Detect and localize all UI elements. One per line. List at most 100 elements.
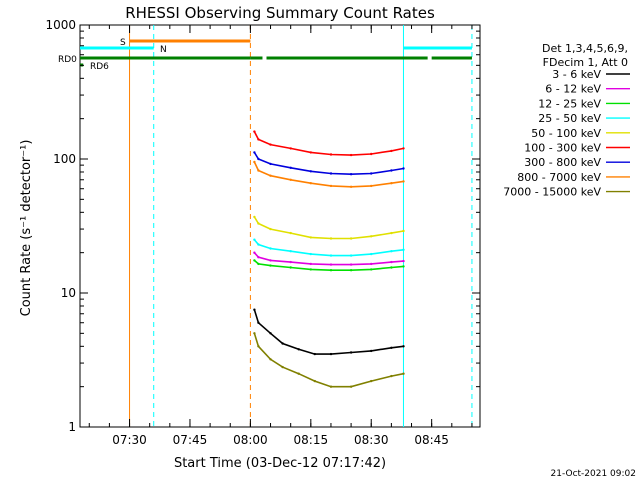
series-point-1-2 bbox=[269, 259, 272, 262]
state-bar-label-rd6: RD6 bbox=[90, 62, 109, 72]
series-point-8-6 bbox=[329, 385, 333, 388]
series-point-3-0 bbox=[253, 238, 256, 241]
y-tick-label: 1 bbox=[68, 420, 76, 434]
series-point-1-9 bbox=[402, 259, 405, 263]
axes: 1 10 100 1000 07:30 07:45 08:00 08:15 08:30 08:45 bbox=[45, 18, 480, 447]
series-point-7-2 bbox=[269, 174, 272, 177]
series-point-6-3 bbox=[289, 166, 292, 169]
series-point-4-9 bbox=[402, 229, 405, 233]
series-point-7-1 bbox=[257, 169, 260, 172]
x-tick-label: 08:30 bbox=[354, 433, 389, 447]
series-point-5-5 bbox=[329, 153, 333, 156]
series-point-1-0 bbox=[253, 251, 256, 254]
series-point-4-4 bbox=[309, 236, 312, 239]
series-point-1-7 bbox=[370, 262, 373, 266]
series-lines bbox=[253, 130, 405, 388]
series-line-8 bbox=[253, 333, 404, 388]
legend-label-4: 50 - 100 keV bbox=[531, 127, 601, 140]
state-bar-label-n: N bbox=[160, 45, 167, 55]
series-line-3 bbox=[253, 239, 404, 257]
series-point-0-5 bbox=[313, 352, 316, 356]
series-point-2-8 bbox=[390, 266, 393, 269]
series-point-1-1 bbox=[257, 256, 260, 259]
y-tick-label: 10 bbox=[61, 286, 76, 300]
series-line-5 bbox=[253, 131, 404, 156]
series-point-0-7 bbox=[349, 351, 353, 354]
x-tick-label: 08:15 bbox=[294, 433, 329, 447]
series-point-8-3 bbox=[281, 365, 284, 369]
series-point-8-10 bbox=[402, 372, 405, 375]
series-point-0-4 bbox=[297, 348, 300, 351]
series-point-1-6 bbox=[349, 263, 353, 266]
series-point-2-9 bbox=[402, 265, 405, 268]
x-tick-label: 07:45 bbox=[173, 433, 208, 447]
legend: Det 1,3,4,5,6,9,FDecim 1, Att 03 - 6 keV… bbox=[503, 42, 630, 199]
y-tick-label: 100 bbox=[53, 152, 76, 166]
y-axis-label: Count Rate (s⁻¹ detector⁻¹) bbox=[19, 140, 34, 317]
date-stamp: 21-Oct-2021 09:02 bbox=[551, 469, 636, 479]
series-point-0-8 bbox=[370, 349, 373, 353]
series-point-6-5 bbox=[329, 172, 333, 175]
series-point-2-6 bbox=[349, 269, 353, 272]
series-point-5-1 bbox=[257, 138, 260, 141]
legend-header-line: FDecim 1, Att 0 bbox=[543, 56, 628, 69]
legend-label-2: 12 - 25 keV bbox=[538, 97, 601, 110]
x-tick-label: 08:45 bbox=[414, 433, 449, 447]
series-point-2-3 bbox=[289, 266, 292, 269]
series-point-8-0 bbox=[253, 332, 256, 335]
series-point-5-6 bbox=[349, 153, 353, 157]
series-point-8-2 bbox=[269, 358, 272, 361]
series-point-0-3 bbox=[281, 342, 284, 345]
series-point-1-8 bbox=[390, 260, 393, 264]
series-point-8-9 bbox=[390, 374, 393, 378]
series-point-0-2 bbox=[269, 332, 272, 335]
series-point-0-10 bbox=[402, 345, 405, 348]
series-point-8-7 bbox=[349, 385, 353, 388]
series-point-4-7 bbox=[370, 235, 373, 238]
y-tick-label: 1000 bbox=[45, 18, 76, 32]
series-point-4-0 bbox=[253, 215, 256, 219]
series-point-6-0 bbox=[253, 151, 256, 154]
series-line-7 bbox=[253, 161, 404, 188]
series-line-4 bbox=[253, 216, 404, 240]
legend-label-0: 3 - 6 keV bbox=[552, 68, 601, 81]
series-point-6-8 bbox=[390, 169, 393, 172]
legend-label-1: 6 - 12 keV bbox=[545, 83, 601, 96]
series-point-7-8 bbox=[390, 182, 393, 185]
plot-area bbox=[79, 24, 481, 428]
series-point-3-4 bbox=[309, 252, 312, 256]
series-point-4-5 bbox=[329, 237, 333, 240]
series-point-5-0 bbox=[253, 130, 256, 133]
series-point-3-8 bbox=[390, 250, 393, 253]
x-axis-label: Start Time (03-Dec-12 07:17:42) bbox=[174, 456, 386, 471]
series-point-1-3 bbox=[289, 260, 292, 264]
series-point-2-1 bbox=[257, 262, 260, 266]
series-point-7-0 bbox=[253, 160, 256, 164]
series-point-7-6 bbox=[349, 185, 353, 188]
series-point-4-1 bbox=[257, 222, 260, 225]
plot-frame bbox=[79, 24, 481, 428]
series-point-3-6 bbox=[349, 254, 353, 257]
chart-title: RHESSI Observing Summary Count Rates bbox=[125, 4, 435, 22]
legend-label-7: 800 - 7000 keV bbox=[517, 171, 601, 184]
series-point-2-7 bbox=[370, 268, 373, 271]
series-point-6-9 bbox=[402, 167, 405, 170]
series-point-0-6 bbox=[329, 352, 333, 356]
series-point-3-3 bbox=[289, 250, 292, 253]
series-point-2-2 bbox=[269, 264, 272, 267]
series-point-2-0 bbox=[253, 259, 256, 262]
series-point-4-6 bbox=[349, 237, 353, 240]
legend-label-3: 25 - 50 keV bbox=[538, 112, 601, 125]
vertical-markers bbox=[129, 25, 473, 427]
series-point-7-7 bbox=[370, 184, 373, 188]
series-point-3-9 bbox=[402, 248, 405, 251]
series-point-4-8 bbox=[390, 231, 393, 235]
series-point-6-4 bbox=[309, 170, 312, 173]
series-point-1-4 bbox=[309, 262, 312, 266]
series-point-8-1 bbox=[257, 345, 260, 348]
state-bar-label-s: S bbox=[120, 38, 126, 48]
series-point-5-9 bbox=[402, 147, 405, 150]
series-line-6 bbox=[253, 151, 404, 176]
series-point-7-9 bbox=[402, 180, 405, 183]
